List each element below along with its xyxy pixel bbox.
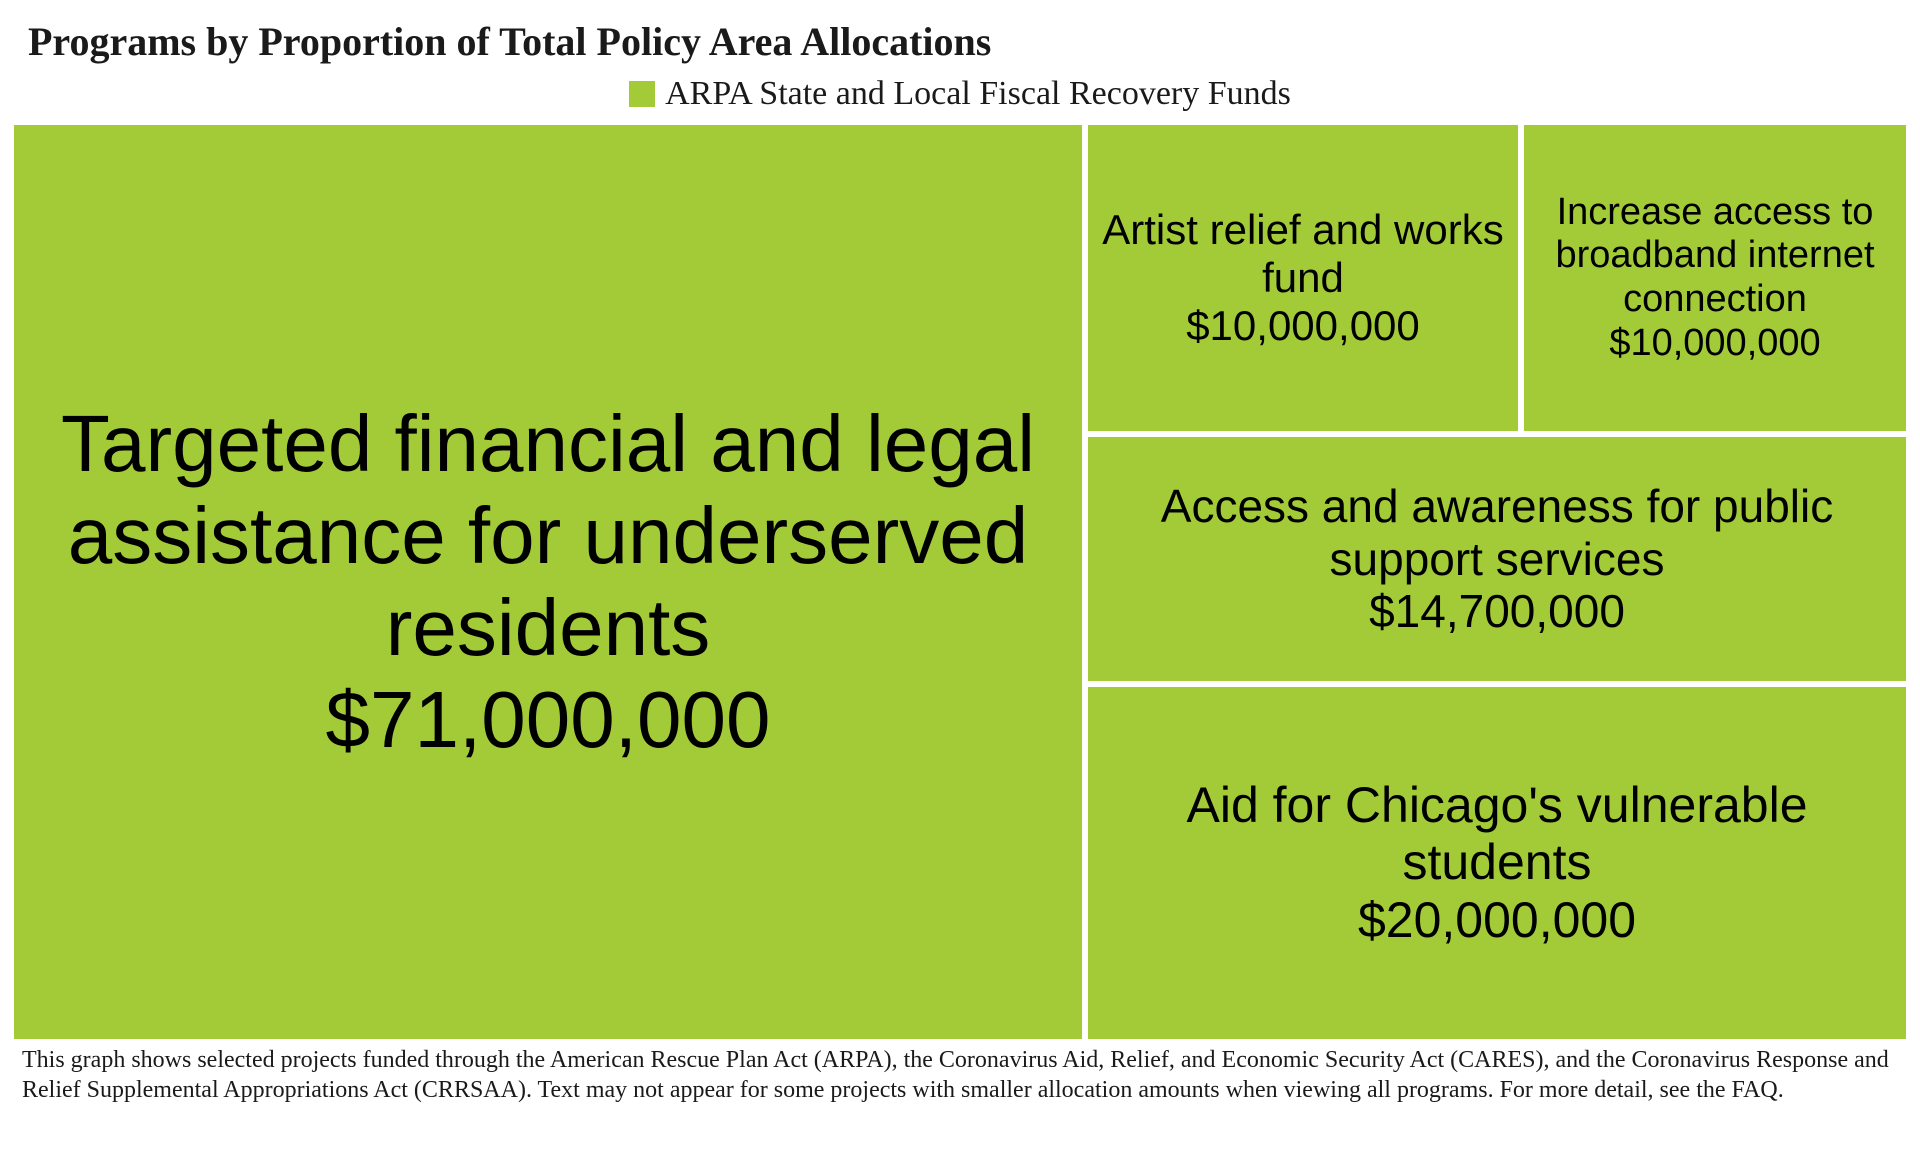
cell-amount: $71,000,000: [326, 674, 771, 766]
cell-amount: $10,000,000: [1609, 322, 1820, 366]
treemap-cell-targeted-assistance[interactable]: Targeted financial and legal assistance …: [14, 125, 1082, 1039]
cell-label: Targeted financial and legal assistance …: [22, 398, 1074, 674]
cell-label: Artist relief and works fund: [1096, 206, 1510, 303]
cell-label: Aid for Chicago's vulnerable students: [1096, 777, 1898, 892]
treemap: Targeted financial and legal assistance …: [14, 125, 1906, 1039]
chart-container: Programs by Proportion of Total Policy A…: [0, 0, 1920, 1105]
cell-amount: $20,000,000: [1358, 892, 1636, 950]
chart-footnote: This graph shows selected projects funde…: [0, 1039, 1920, 1105]
treemap-cell-broadband-access[interactable]: Increase access to broadband internet co…: [1524, 125, 1906, 431]
treemap-cell-vulnerable-students[interactable]: Aid for Chicago's vulnerable students$20…: [1088, 687, 1906, 1039]
cell-label: Increase access to broadband internet co…: [1532, 191, 1898, 322]
cell-label: Access and awareness for public support …: [1096, 480, 1898, 586]
legend: ARPA State and Local Fiscal Recovery Fun…: [0, 75, 1920, 113]
treemap-cell-public-support-access[interactable]: Access and awareness for public support …: [1088, 437, 1906, 681]
legend-swatch: [629, 81, 655, 107]
legend-label: ARPA State and Local Fiscal Recovery Fun…: [665, 75, 1291, 113]
cell-amount: $10,000,000: [1186, 302, 1420, 350]
cell-amount: $14,700,000: [1369, 585, 1625, 638]
treemap-cell-artist-relief[interactable]: Artist relief and works fund$10,000,000: [1088, 125, 1518, 431]
chart-title: Programs by Proportion of Total Policy A…: [0, 0, 1920, 75]
